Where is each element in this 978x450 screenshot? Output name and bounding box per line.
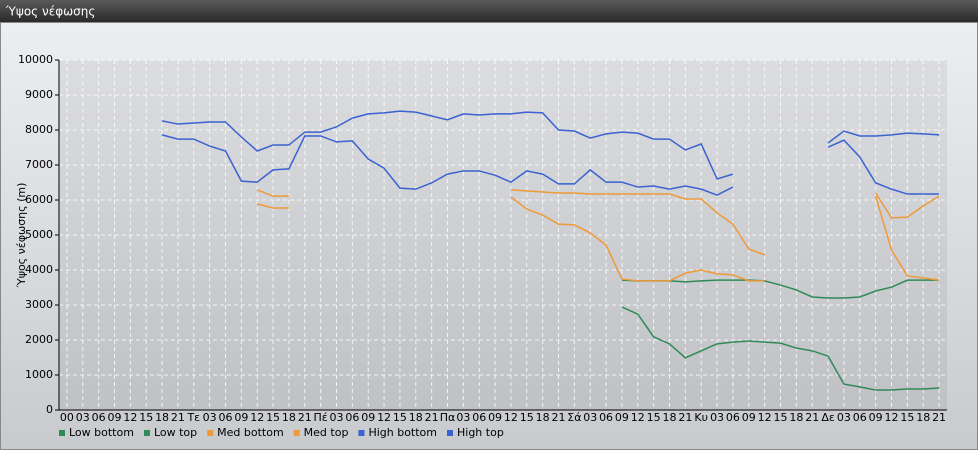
x-tick-label: 06 xyxy=(472,411,486,424)
series-line xyxy=(874,195,940,281)
x-tick-label: 03 xyxy=(456,411,470,424)
legend-swatch xyxy=(59,430,65,436)
y-tick-label: 3000 xyxy=(25,298,53,311)
x-tick-label: 18 xyxy=(916,411,930,424)
x-tick-label: Τε xyxy=(186,411,200,424)
x-tick-label: Δε xyxy=(821,411,835,424)
x-tick-label: 03 xyxy=(76,411,90,424)
x-tick-label: 06 xyxy=(726,411,740,424)
y-tick-label: 7000 xyxy=(25,158,53,171)
legend-swatch xyxy=(358,430,365,436)
x-tick-label: 18 xyxy=(789,411,803,424)
legend-label: Low top xyxy=(154,426,197,439)
legend-label: Low bottom xyxy=(69,426,134,439)
series-line xyxy=(256,189,289,197)
x-tick-label: 18 xyxy=(663,411,677,424)
x-tick-label: 15 xyxy=(393,411,407,424)
x-tick-label: 00 xyxy=(60,411,74,424)
y-tick-label: 10000 xyxy=(18,53,53,66)
x-tick-label: 12 xyxy=(758,411,772,424)
series-line xyxy=(510,189,765,256)
x-tick-label: 15 xyxy=(520,411,534,424)
y-tick-label: 9000 xyxy=(25,88,53,101)
x-tick-label: 21 xyxy=(678,411,692,424)
x-tick-label: 12 xyxy=(250,411,264,424)
x-tick-label: 06 xyxy=(599,411,613,424)
series-line xyxy=(621,279,940,299)
x-tick-label: 18 xyxy=(409,411,423,424)
legend-label: High top xyxy=(457,426,504,439)
x-tick-label: 09 xyxy=(108,411,122,424)
x-tick-label: 06 xyxy=(853,411,867,424)
x-tick-label: 09 xyxy=(488,411,502,424)
x-tick-label: 12 xyxy=(377,411,391,424)
y-axis-label: Ύψος νέφωσης (m) xyxy=(15,183,28,289)
x-tick-label: 09 xyxy=(615,411,629,424)
legend-swatch xyxy=(207,430,214,436)
x-tick-label: 15 xyxy=(647,411,661,424)
x-tick-label: 15 xyxy=(774,411,788,424)
x-tick-label: 12 xyxy=(504,411,518,424)
y-tick-label: 8000 xyxy=(25,123,53,136)
x-tick-label: Πέ xyxy=(314,411,328,424)
x-tick-label: Πα xyxy=(440,411,456,424)
legend-label: Med bottom xyxy=(217,426,284,439)
plot-layer: 00 03 06 09 12 15 18 21 Τε 03 06 09 12 15 18 21 Πέ 03 06 09… xyxy=(18,53,947,439)
x-tick-label: 18 xyxy=(536,411,550,424)
x-tick-label: 15 xyxy=(900,411,914,424)
title-bar xyxy=(0,0,978,22)
x-tick-label: 21 xyxy=(425,411,439,424)
y-tick-label: 6000 xyxy=(25,193,53,206)
legend-swatch xyxy=(293,430,300,436)
series-line xyxy=(827,130,940,144)
x-tick-label: 21 xyxy=(552,411,566,424)
x-tick-label: 21 xyxy=(298,411,312,424)
x-tick-label: 09 xyxy=(742,411,756,424)
x-tick-label: 15 xyxy=(266,411,280,424)
series-line xyxy=(621,306,940,391)
series-line xyxy=(510,196,765,282)
x-tick-label: 09 xyxy=(234,411,248,424)
x-tick-label: 18 xyxy=(282,411,296,424)
series-line xyxy=(161,110,734,180)
legend-swatch xyxy=(143,430,150,436)
legend-label: Med top xyxy=(304,426,349,439)
y-tick-label: 4000 xyxy=(25,263,53,276)
legend-swatch xyxy=(447,430,453,436)
series-line xyxy=(827,139,940,195)
y-tick-label: 2000 xyxy=(25,333,53,346)
x-tick-label: 21 xyxy=(805,411,819,424)
x-tick-label: 09 xyxy=(869,411,883,424)
legend-label: High bottom xyxy=(368,426,437,439)
y-tick-label: 0 xyxy=(46,403,53,416)
y-tick-label: 5000 xyxy=(25,228,53,241)
x-tick-label: 15 xyxy=(139,411,153,424)
x-tick-label: 06 xyxy=(345,411,359,424)
x-tick-label: Κυ xyxy=(694,411,708,424)
x-tick-label: 12 xyxy=(885,411,899,424)
chart-title: Ύψος νέφωσης xyxy=(5,5,95,19)
x-tick-label: 18 xyxy=(155,411,169,424)
x-tick-label: 03 xyxy=(583,411,597,424)
y-tick-label: 1000 xyxy=(25,368,53,381)
x-tick-label: 03 xyxy=(837,411,851,424)
x-tick-label: 06 xyxy=(219,411,233,424)
x-tick-label: 09 xyxy=(361,411,375,424)
x-tick-label: 06 xyxy=(92,411,106,424)
x-tick-label: 12 xyxy=(631,411,645,424)
x-tick-label: 21 xyxy=(932,411,946,424)
series-line xyxy=(875,192,940,219)
series-line xyxy=(161,134,734,196)
x-tick-label: 03 xyxy=(203,411,217,424)
x-tick-label: 21 xyxy=(171,411,185,424)
x-tick-label: 12 xyxy=(123,411,137,424)
series-line xyxy=(257,203,289,209)
x-tick-label: 03 xyxy=(330,411,344,424)
x-tick-label: Σά xyxy=(567,411,581,424)
x-tick-label: 03 xyxy=(710,411,724,424)
